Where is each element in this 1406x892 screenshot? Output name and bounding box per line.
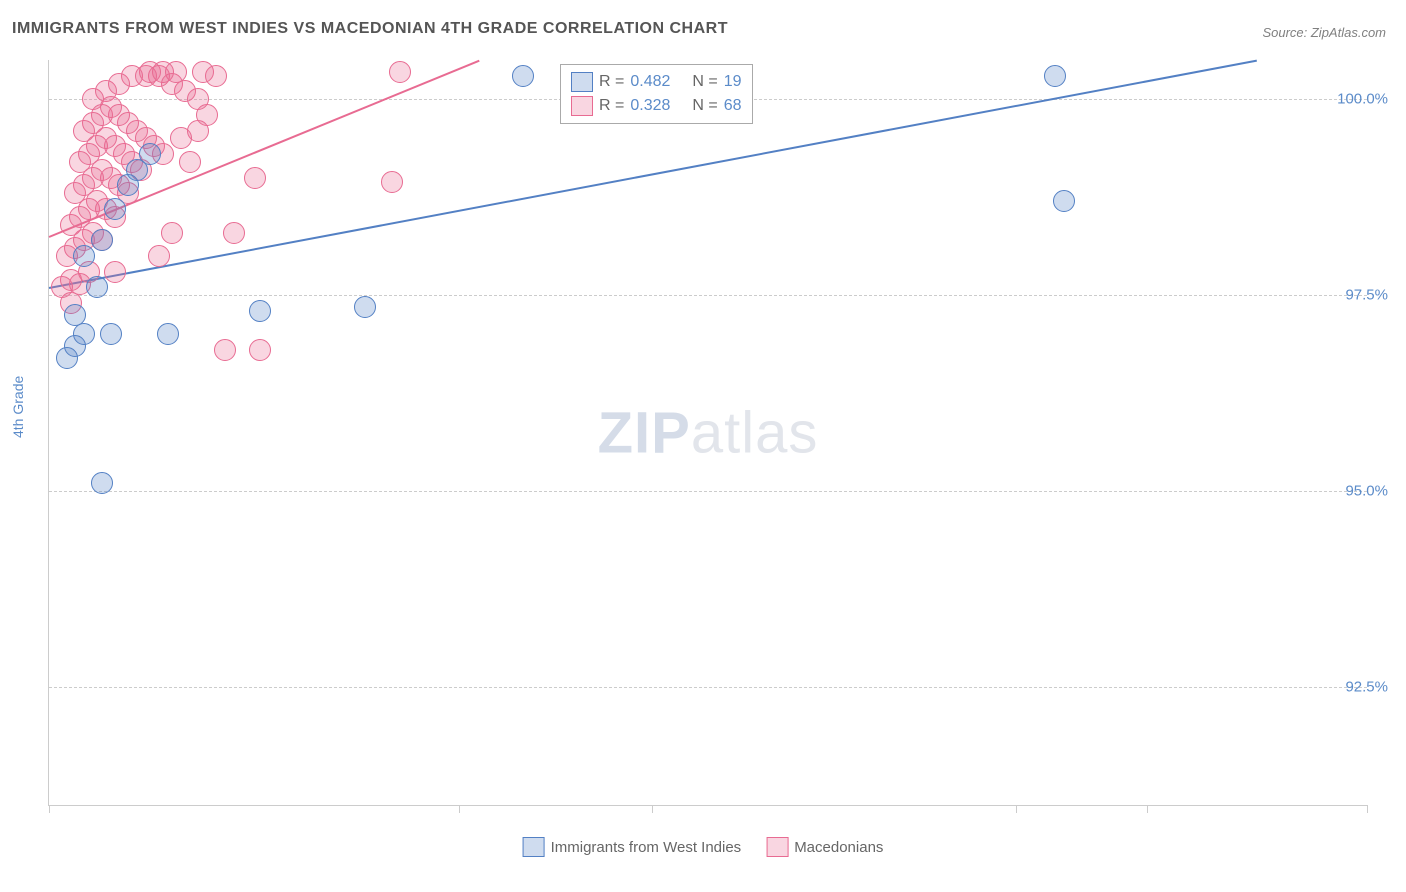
x-tick <box>1016 805 1017 813</box>
data-point <box>249 339 271 361</box>
data-point <box>244 167 266 189</box>
data-point <box>86 276 108 298</box>
legend-label-pink: Macedonians <box>794 839 883 856</box>
n-value-pink: 68 <box>724 97 742 115</box>
x-tick <box>459 805 460 813</box>
r-label: R = <box>599 73 624 91</box>
x-tick <box>1147 805 1148 813</box>
legend-item-pink: Macedonians <box>766 837 883 857</box>
r-label: R = <box>599 97 624 115</box>
n-label: N = <box>692 97 717 115</box>
data-point <box>165 61 187 83</box>
x-tick <box>49 805 50 813</box>
data-point <box>354 296 376 318</box>
r-value-blue: 0.482 <box>630 73 670 91</box>
data-point <box>249 300 271 322</box>
y-tick-label: 100.0% <box>1337 91 1388 108</box>
legend-swatch-blue <box>571 72 593 92</box>
legend-item-blue: Immigrants from West Indies <box>523 837 742 857</box>
data-point <box>223 222 245 244</box>
data-point <box>91 229 113 251</box>
chart-source: Source: ZipAtlas.com <box>1262 25 1386 40</box>
plot-area: ZIPatlas <box>48 60 1367 806</box>
data-point <box>179 151 201 173</box>
data-point <box>73 245 95 267</box>
watermark: ZIPatlas <box>598 399 819 466</box>
data-point <box>64 335 86 357</box>
data-point <box>205 65 227 87</box>
gridline <box>49 687 1367 688</box>
data-point <box>100 323 122 345</box>
legend-row-pink: R = 0.328 N = 68 <box>571 94 742 118</box>
legend-swatch-pink <box>571 96 593 116</box>
x-tick <box>652 805 653 813</box>
data-point <box>161 222 183 244</box>
gridline <box>49 295 1367 296</box>
y-tick-label: 92.5% <box>1345 679 1388 696</box>
data-point <box>389 61 411 83</box>
n-label: N = <box>692 73 717 91</box>
y-axis-label: 4th Grade <box>10 376 26 438</box>
legend-row-blue: R = 0.482 N = 19 <box>571 70 742 94</box>
data-point <box>1044 65 1066 87</box>
gridline <box>49 491 1367 492</box>
y-tick-label: 95.0% <box>1345 483 1388 500</box>
data-point <box>139 143 161 165</box>
data-point <box>196 104 218 126</box>
chart-container: IMMIGRANTS FROM WEST INDIES VS MACEDONIA… <box>0 0 1406 892</box>
chart-title: IMMIGRANTS FROM WEST INDIES VS MACEDONIA… <box>12 20 728 38</box>
legend-swatch-blue <box>523 837 545 857</box>
data-point <box>1053 190 1075 212</box>
data-point <box>64 304 86 326</box>
data-point <box>104 198 126 220</box>
legend-correlation: R = 0.482 N = 19 R = 0.328 N = 68 <box>560 64 753 124</box>
n-value-blue: 19 <box>724 73 742 91</box>
watermark-atlas: atlas <box>691 400 819 465</box>
r-value-pink: 0.328 <box>630 97 670 115</box>
data-point <box>157 323 179 345</box>
data-point <box>512 65 534 87</box>
y-tick-label: 97.5% <box>1345 287 1388 304</box>
data-point <box>381 171 403 193</box>
data-point <box>214 339 236 361</box>
data-point <box>104 261 126 283</box>
watermark-zip: ZIP <box>598 400 691 465</box>
legend-swatch-pink <box>766 837 788 857</box>
x-tick <box>1367 805 1368 813</box>
data-point <box>91 472 113 494</box>
data-point <box>148 245 170 267</box>
legend-label-blue: Immigrants from West Indies <box>551 839 742 856</box>
legend-series: Immigrants from West Indies Macedonians <box>523 837 884 857</box>
